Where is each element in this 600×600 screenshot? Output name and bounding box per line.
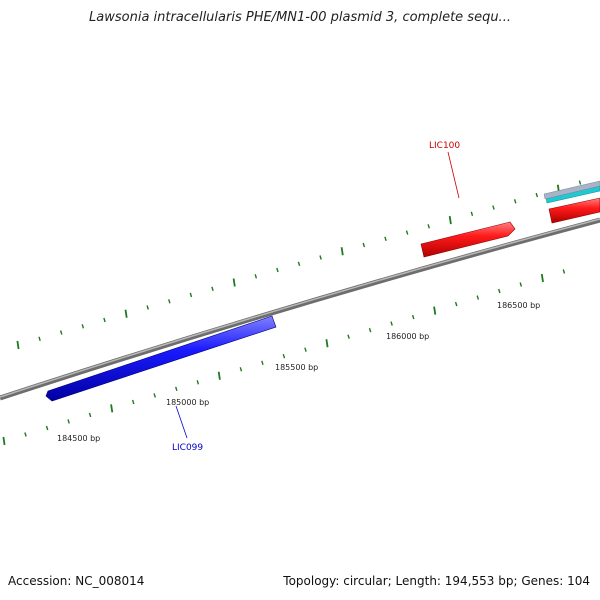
tick-mark [492,205,495,210]
tick-mark [45,425,49,431]
backbone [0,217,600,401]
tick-mark [347,334,350,339]
tick-mark [16,340,20,350]
tick-mark [325,339,329,348]
tick-mark [189,292,193,298]
tick-mark [110,404,114,413]
tick-mark [411,314,415,320]
tick-mark [362,242,366,248]
tick-marks-outer [16,180,582,350]
tick-mark [232,278,236,287]
tick-mark [261,360,264,366]
tick-mark [211,286,214,292]
tick-label: 184500 bp [57,434,100,443]
tick-mark [146,305,149,310]
tick-mark [131,399,135,405]
tick-mark [175,386,178,392]
tick-mark [513,199,517,204]
tick-mark [217,371,221,380]
gene-label: LIC100 [429,141,460,151]
tick-mark [282,353,286,359]
gene-lic099[interactable] [45,315,277,402]
tick-mark [59,330,63,335]
gene-partial-gray[interactable] [543,180,600,200]
tick-mark [297,261,301,267]
tick-mark [470,211,474,217]
label-lic099[interactable]: LIC099 [172,405,203,453]
tick-mark [368,327,372,333]
gene-label: LIC099 [172,443,203,453]
tick-mark [427,224,430,229]
tick-label: 186000 bp [386,332,429,341]
tick-label: 185000 bp [166,398,209,407]
tick-mark [81,324,85,329]
tick-mark [168,299,171,304]
tick-mark [304,347,307,352]
tick-mark [535,192,539,198]
tick-mark [276,267,279,273]
map-title: Lawsonia intracellularis PHE/MN1-00 plas… [89,10,511,25]
tick-mark [390,321,393,326]
label-lic100[interactable]: LIC100 [429,141,460,199]
tick-mark [519,282,523,287]
tick-mark [88,412,92,418]
tick-mark [254,274,258,279]
tick-mark [578,180,582,185]
tick-mark [103,317,106,323]
tick-mark [340,247,344,256]
tick-mark [454,301,458,307]
tick-mark [196,380,200,385]
tick-mark [476,295,480,300]
tick-marks-inner [2,269,566,446]
gene-lic100[interactable] [420,221,516,258]
tick-mark [562,269,566,274]
tick-mark [153,393,156,398]
accession-text: Accession: NC_008014 [8,574,145,588]
tick-mark [2,436,6,446]
tick-mark [448,215,452,225]
tick-mark [540,273,544,283]
tick-mark [319,255,322,260]
summary-text: Topology: circular; Length: 194,553 bp; … [283,574,590,588]
tick-mark [433,306,437,315]
tick-mark [498,288,501,294]
tick-mark [384,236,387,242]
tick-labels: 184500 bp 185000 bp 185500 bp 186000 bp … [57,301,540,443]
tick-mark [67,419,70,424]
tick-mark [405,230,409,235]
tick-mark [239,367,243,372]
gene-partial-red[interactable] [548,197,600,224]
tick-label: 185500 bp [275,363,318,372]
tick-mark [38,336,41,342]
tick-label: 186500 bp [497,301,540,310]
tick-mark [124,309,128,318]
tick-mark [24,432,27,437]
